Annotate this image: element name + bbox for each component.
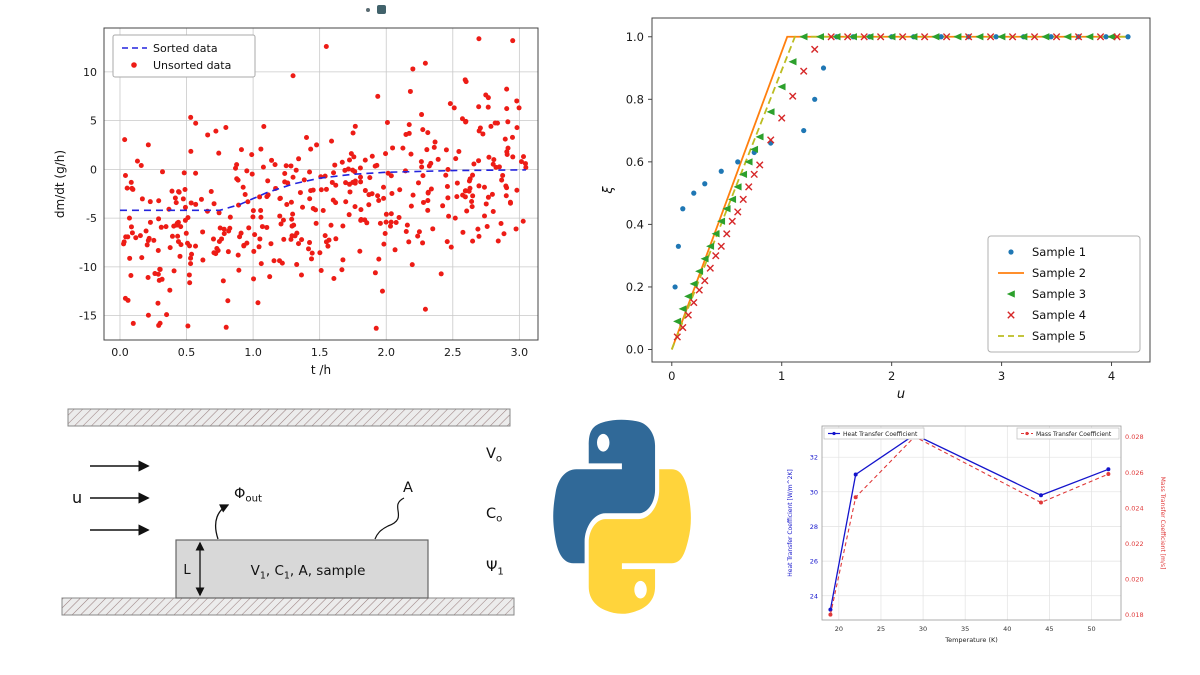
left-tick-label: 26	[810, 558, 818, 566]
y-tick-label: 0.4	[626, 217, 644, 231]
series-sample-3	[673, 33, 1116, 325]
bulk-label-0: Vo	[486, 446, 502, 465]
y-axis-label: dm/dt (g/h)	[53, 150, 67, 218]
right-tick-label: 0.024	[1125, 504, 1144, 512]
x-tick-label: 2	[888, 369, 895, 383]
phi-out-arrow	[214, 504, 230, 540]
coefficients-chart-svg: 20 25 30 35 40 45 50 24 26 28 30 32 0.018 0.020 0.022 0…	[787, 425, 1166, 644]
right-axis-label: Mass Transfer Coefficient [m/s]	[1159, 477, 1166, 570]
legend-label-sorted: Sorted data	[153, 42, 218, 55]
x-tick-label: 50	[1087, 625, 1095, 633]
bulk-label-2: Ψ1	[486, 559, 504, 578]
y-tick-label: 0.8	[626, 92, 644, 106]
y-tick-label: -10	[79, 261, 97, 274]
series-unsorted-data	[121, 36, 529, 331]
x-tick-label: 1	[778, 369, 785, 383]
right-tick-label: 0.022	[1125, 540, 1144, 548]
python-logo-icon	[536, 416, 708, 656]
legend-label: Sample 5	[1032, 329, 1086, 343]
x-tick-label: 2.0	[377, 346, 395, 359]
y-tick-label: -5	[86, 212, 97, 225]
left-tick-label: 28	[810, 523, 818, 531]
y-tick-label: 0	[90, 163, 97, 176]
y-tick-label: 1.0	[626, 30, 644, 44]
legend-mass: Mass Transfer Coefficient	[1016, 427, 1120, 440]
x-tick-label: 0.5	[178, 346, 196, 359]
x-tick-label: 40	[1003, 625, 1011, 633]
y-tick-label: 0.2	[626, 280, 644, 294]
scatter-chart-svg: 0.0 0.5 1.0 1.5 2.0 2.5 3.0 -15 -10 -5 0 5 10 t /h dm/…	[53, 27, 539, 377]
left-tick-label: 30	[810, 488, 818, 496]
velocity-label: u	[72, 488, 82, 507]
y-axis-label: ξ	[601, 186, 616, 195]
flow-diagram-svg: u V1, C1, A, sample L Φout A Vo Co Ψ1	[61, 408, 515, 616]
x-tick-label: 20	[835, 625, 843, 633]
right-tick-label: 0.028	[1125, 433, 1144, 441]
height-label: L	[183, 563, 191, 578]
flow-cell-diagram: u V1, C1, A, sample L Φout A Vo Co Ψ1	[60, 406, 520, 648]
area-label: A	[403, 480, 413, 496]
left-tick-label: 32	[810, 454, 818, 462]
x-tick-label: 3.0	[511, 346, 528, 359]
right-tick-label: 0.020	[1125, 576, 1144, 584]
area-pointer-line	[374, 497, 405, 540]
x-tick-label: 2.5	[444, 346, 462, 359]
legend: Sample 1 Sample 2 Sample 3 Sample 4 Sample 5	[987, 235, 1141, 353]
legend-label: Sample 4	[1032, 308, 1086, 322]
left-axis-label: Heat Transfer Coefficient [W/m^2K]	[787, 469, 794, 577]
python-logo-yellow	[588, 469, 691, 614]
series-sample-4	[673, 33, 1121, 341]
x-axis-label: t /h	[311, 363, 331, 377]
series-heat-transfer	[829, 433, 1109, 610]
sample-box	[175, 539, 429, 599]
x-tick-label: 35	[961, 625, 969, 633]
artifact-square	[377, 5, 386, 14]
x-tick-label: 45	[1045, 625, 1053, 633]
left-tick-label: 24	[810, 592, 818, 600]
top-wall	[67, 408, 511, 427]
cropped-page-artifact-icon	[366, 5, 386, 14]
legend-label: Sample 2	[1032, 266, 1086, 280]
legend-label-mass: Mass Transfer Coefficient	[1036, 431, 1112, 438]
legend-label: Sample 3	[1032, 287, 1086, 301]
artifact-dot	[366, 7, 370, 12]
sample-box-label: V1, C1, A, sample	[251, 563, 366, 581]
x-tick-label: 4	[1108, 369, 1115, 383]
x-axis-label: Temperature (K)	[944, 636, 998, 644]
x-tick-label: 1.5	[311, 346, 329, 359]
x-tick-label: 30	[919, 625, 927, 633]
series-sorted-data	[119, 169, 527, 212]
x-tick-label: 1.0	[244, 346, 262, 359]
x-tick-label: 0	[668, 369, 675, 383]
bulk-label-1: Co	[486, 506, 502, 525]
right-tick-label: 0.018	[1125, 611, 1144, 619]
python-logo-blue	[553, 419, 656, 564]
y-tick-label: 5	[90, 115, 97, 128]
y-tick-label: 0.6	[626, 155, 644, 169]
x-tick-label: 0.0	[111, 346, 129, 359]
right-tick-label: 0.026	[1125, 469, 1144, 477]
bottom-wall	[61, 597, 515, 616]
y-tick-label: 0.0	[626, 342, 644, 356]
legend-heat: Heat Transfer Coefficient	[823, 427, 925, 440]
chart-xi-samples: 0 1 2 3 4 0.0 0.2 0.4 0.6 0.8 1.0 ξ u Sample 1 Sample …	[596, 6, 1166, 402]
chart-sorted-unsorted-scatter: 0.0 0.5 1.0 1.5 2.0 2.5 3.0 -15 -10 -5 0 5 10 t /h dm/…	[50, 4, 550, 382]
legend-label-heat: Heat Transfer Coefficient	[843, 431, 918, 438]
x-tick-label: 25	[877, 625, 885, 633]
legend-label-unsorted: Unsorted data	[153, 59, 231, 72]
legend: Sorted data Unsorted data	[112, 34, 256, 78]
x-tick-label: 3	[998, 369, 1005, 383]
y-tick-label: -15	[79, 310, 97, 323]
python-logo-svg	[553, 419, 691, 614]
x-axis-label: u	[897, 387, 905, 402]
y-tick-label: 10	[83, 66, 97, 79]
chart-transfer-coefficients: 20 25 30 35 40 45 50 24 26 28 30 32 0.018 0.020 0.022 0…	[782, 410, 1167, 648]
phi-out-label: Φout	[234, 486, 262, 505]
legend-label: Sample 1	[1032, 245, 1086, 259]
